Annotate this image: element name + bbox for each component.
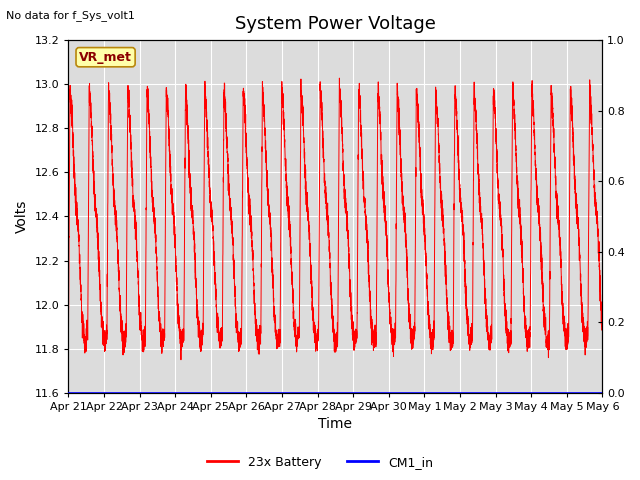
Title: System Power Voltage: System Power Voltage — [235, 15, 436, 33]
Y-axis label: Volts: Volts — [15, 200, 29, 233]
Text: VR_met: VR_met — [79, 51, 132, 64]
Legend: 23x Battery, CM1_in: 23x Battery, CM1_in — [202, 451, 438, 474]
Text: No data for f_Sys_volt1: No data for f_Sys_volt1 — [6, 10, 135, 21]
X-axis label: Time: Time — [319, 418, 353, 432]
